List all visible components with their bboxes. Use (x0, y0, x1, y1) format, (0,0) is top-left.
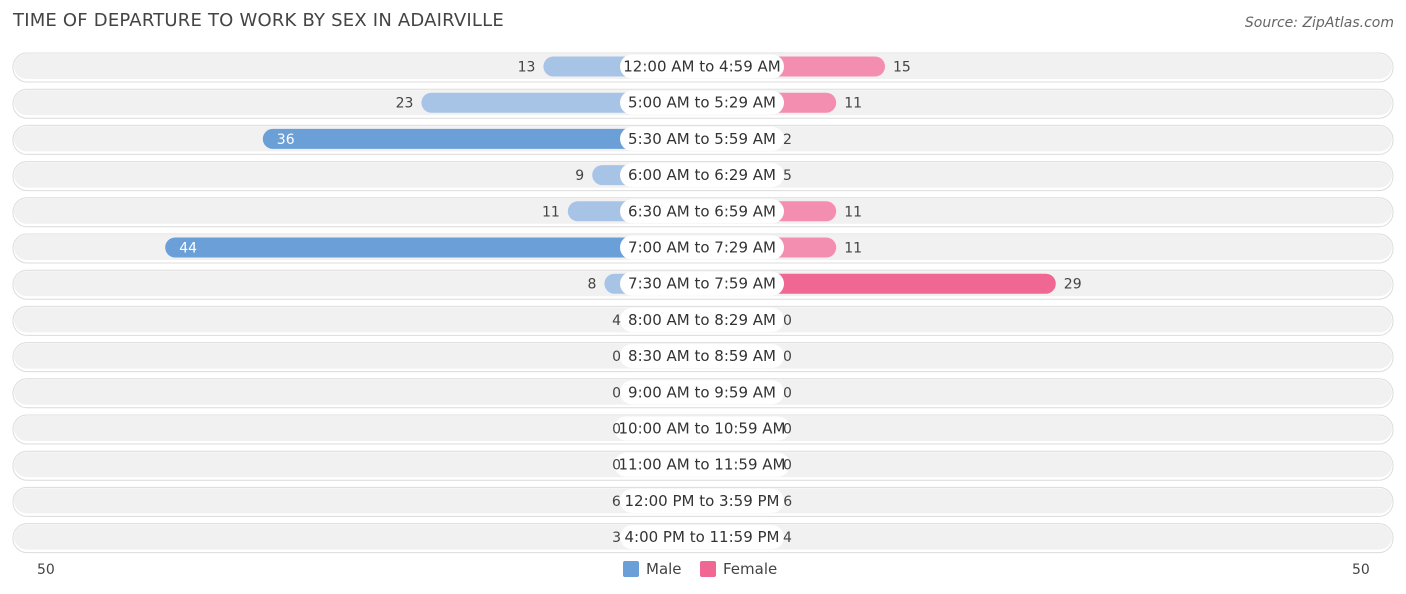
category-pill (620, 525, 784, 550)
category-pill (620, 163, 784, 188)
value-label-female: 6 (783, 494, 792, 510)
category-label: 4:00 PM to 11:59 PM (624, 528, 779, 546)
value-label-male: 11 (542, 204, 560, 220)
value-label-female: 0 (783, 458, 792, 474)
value-label-female: 15 (893, 60, 911, 76)
category-pill (614, 416, 790, 441)
legend-swatch-female (700, 561, 716, 577)
value-label-female: 29 (1064, 277, 1082, 293)
category-pill (620, 235, 784, 260)
category-label: 12:00 PM to 3:59 PM (624, 492, 779, 510)
category-pill (620, 380, 784, 405)
value-label-male: 0 (612, 349, 621, 365)
category-pill (620, 271, 784, 296)
value-label-male: 3 (612, 530, 621, 546)
value-label-female: 0 (783, 313, 792, 329)
category-label: 7:30 AM to 7:59 AM (628, 275, 776, 293)
category-label: 11:00 AM to 11:59 AM (619, 456, 786, 474)
value-label-female: 11 (844, 204, 862, 220)
value-label-female: 0 (783, 422, 792, 438)
value-label-female: 11 (844, 241, 862, 257)
legend: Male Female (0, 560, 1406, 582)
category-label: 6:30 AM to 6:59 AM (628, 202, 776, 220)
value-label-female: 0 (783, 349, 792, 365)
value-label-male: 8 (587, 277, 596, 293)
value-label-male: 0 (612, 458, 621, 474)
category-pill (620, 344, 784, 369)
category-label: 9:00 AM to 9:59 AM (628, 383, 776, 401)
bar-female (692, 273, 1056, 294)
category-pill (620, 126, 784, 151)
category-pill (614, 452, 790, 477)
category-label: 10:00 AM to 10:59 AM (619, 420, 786, 438)
category-pill (620, 90, 784, 115)
category-pill (620, 307, 784, 332)
value-label-female: 0 (783, 385, 792, 401)
value-label-male: 4 (612, 313, 621, 329)
value-label-male: 23 (396, 96, 414, 112)
value-label-female: 11 (844, 96, 862, 112)
value-label-male: 44 (179, 241, 197, 257)
value-label-male: 36 (277, 132, 295, 148)
legend-label-female: Female (723, 560, 778, 578)
value-label-male: 13 (518, 60, 536, 76)
bar-male (165, 237, 712, 258)
category-pill (620, 54, 784, 79)
value-label-female: 4 (783, 530, 792, 546)
value-label-female: 5 (783, 168, 792, 184)
legend-item-female: Female (700, 560, 777, 578)
category-pill (620, 488, 784, 513)
source-credit: Source: ZipAtlas.com (1244, 15, 1394, 31)
value-label-male: 6 (612, 494, 621, 510)
value-label-female: 2 (783, 132, 792, 148)
category-label: 12:00 AM to 4:59 AM (623, 58, 780, 76)
legend-label-male: Male (646, 560, 682, 578)
chart-title: TIME OF DEPARTURE TO WORK BY SEX IN ADAI… (13, 10, 504, 31)
axis-left-label: 50 (37, 562, 55, 578)
value-label-male: 9 (575, 168, 584, 184)
legend-swatch-male (623, 561, 639, 577)
category-label: 8:00 AM to 8:29 AM (628, 311, 776, 329)
category-pill (620, 199, 784, 224)
value-label-male: 0 (612, 385, 621, 401)
category-label: 7:00 AM to 7:29 AM (628, 239, 776, 257)
axis-right-label: 50 (1352, 562, 1370, 578)
value-label-male: 0 (612, 422, 621, 438)
category-label: 5:30 AM to 5:59 AM (628, 130, 776, 148)
bar-male (262, 128, 712, 149)
legend-item-male: Male (623, 560, 682, 578)
category-label: 8:30 AM to 8:59 AM (628, 347, 776, 365)
category-label: 6:00 AM to 6:29 AM (628, 166, 776, 184)
category-label: 5:00 AM to 5:29 AM (628, 94, 776, 112)
